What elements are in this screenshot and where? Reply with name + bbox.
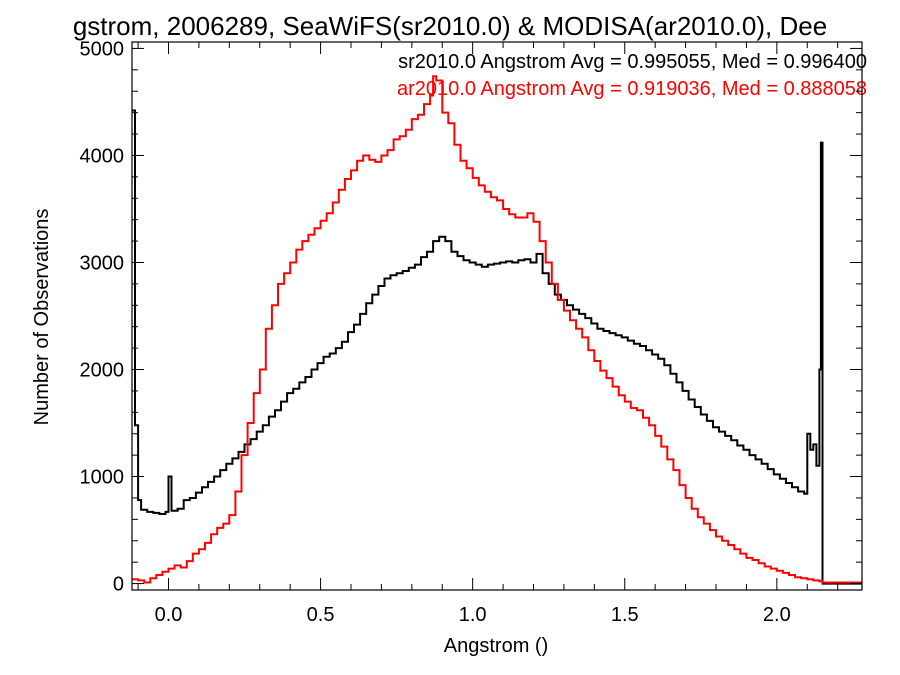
x-tick-label: 1.5 [611, 604, 639, 626]
y-tick-label: 2000 [80, 360, 125, 382]
x-axis-label: Angstrom () [444, 635, 548, 657]
y-tick-label: 3000 [80, 252, 125, 274]
series-layer [132, 75, 862, 585]
series-0-line [132, 109, 862, 585]
y-tick-label: 0 [113, 574, 124, 596]
legend: sr2010.0 Angstrom Avg = 0.995055, Med = … [397, 51, 867, 100]
y-tick-label: 4000 [80, 145, 125, 167]
x-tick-label: 0.5 [307, 604, 335, 626]
x-tick-label: 2.0 [763, 604, 791, 626]
chart-title: gstrom, 2006289, SeaWiFS(sr2010.0) & MOD… [73, 11, 827, 41]
y-axis-label: Number of Observations [31, 209, 53, 426]
axis-layer [131, 41, 863, 591]
plot-frame [131, 41, 863, 591]
y-tick-label: 1000 [80, 467, 125, 489]
legend-entry-sr2010: sr2010.0 Angstrom Avg = 0.995055, Med = … [398, 51, 867, 73]
x-tick-label: 1.0 [459, 604, 487, 626]
tick-layer: 0.0 0.5 1.0 1.5 2.0 0 1000 2000 3000 4000 5000 [80, 38, 862, 626]
x-tick-label: 0.0 [155, 604, 183, 626]
series-1-line [132, 75, 862, 584]
y-tick-label: 5000 [80, 38, 125, 60]
legend-entry-ar2010: ar2010.0 Angstrom Avg = 0.919036, Med = … [397, 78, 867, 100]
